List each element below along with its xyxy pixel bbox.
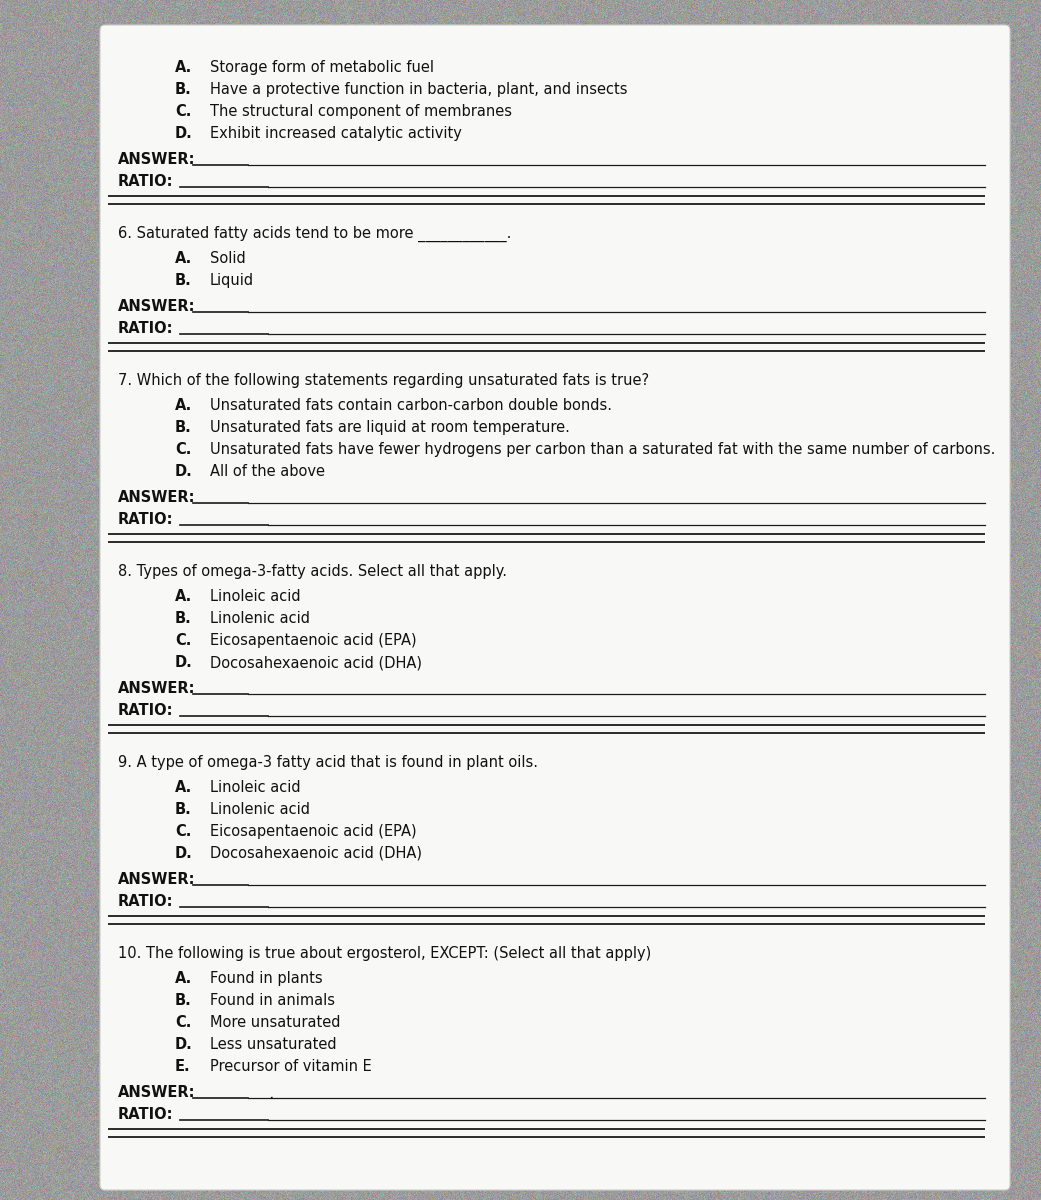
Text: Solid: Solid <box>210 251 246 266</box>
Text: Eicosapentaenoic acid (EPA): Eicosapentaenoic acid (EPA) <box>210 824 416 839</box>
Text: D.: D. <box>175 1037 193 1052</box>
Text: Storage form of metabolic fuel: Storage form of metabolic fuel <box>210 60 434 74</box>
Text: Docosahexaenoic acid (DHA): Docosahexaenoic acid (DHA) <box>210 846 422 862</box>
Text: 10. The following is true about ergosterol, EXCEPT: (Select all that apply): 10. The following is true about ergoster… <box>118 946 652 961</box>
Text: All of the above: All of the above <box>210 464 325 479</box>
Text: Unsaturated fats contain carbon-carbon double bonds.: Unsaturated fats contain carbon-carbon d… <box>210 398 612 413</box>
Text: B.: B. <box>175 272 192 288</box>
Text: B.: B. <box>175 994 192 1008</box>
Text: A.: A. <box>175 971 193 986</box>
Text: B.: B. <box>175 420 192 434</box>
Text: RATIO:: RATIO: <box>118 174 174 188</box>
Text: C.: C. <box>175 442 192 457</box>
Text: Found in plants: Found in plants <box>210 971 323 986</box>
Text: Have a protective function in bacteria, plant, and insects: Have a protective function in bacteria, … <box>210 82 628 97</box>
Text: A.: A. <box>175 251 193 266</box>
Text: More unsaturated: More unsaturated <box>210 1015 340 1030</box>
Text: B.: B. <box>175 802 192 817</box>
Text: A.: A. <box>175 398 193 413</box>
Text: RATIO:: RATIO: <box>118 1106 174 1122</box>
Text: ANSWER:: ANSWER: <box>118 490 196 505</box>
Text: ANSWER:: ANSWER: <box>118 872 196 887</box>
Text: ANSWER:: ANSWER: <box>118 299 196 314</box>
Text: E.: E. <box>175 1058 191 1074</box>
Text: Docosahexaenoic acid (DHA): Docosahexaenoic acid (DHA) <box>210 655 422 670</box>
Text: 8. Types of omega-3-fatty acids. Select all that apply.: 8. Types of omega-3-fatty acids. Select … <box>118 564 507 578</box>
Text: A.: A. <box>175 780 193 794</box>
Text: Linoleic acid: Linoleic acid <box>210 589 301 604</box>
Text: D.: D. <box>175 846 193 862</box>
Text: A.: A. <box>175 60 193 74</box>
Text: D.: D. <box>175 655 193 670</box>
Text: Unsaturated fats have fewer hydrogens per carbon than a saturated fat with the s: Unsaturated fats have fewer hydrogens pe… <box>210 442 995 457</box>
Text: Precursor of vitamin E: Precursor of vitamin E <box>210 1058 372 1074</box>
Text: ANSWER:: ANSWER: <box>118 152 196 167</box>
Text: D.: D. <box>175 464 193 479</box>
Text: Exhibit increased catalytic activity: Exhibit increased catalytic activity <box>210 126 462 140</box>
Text: Liquid: Liquid <box>210 272 254 288</box>
Text: Linolenic acid: Linolenic acid <box>210 802 310 817</box>
Text: 9. A type of omega-3 fatty acid that is found in plant oils.: 9. A type of omega-3 fatty acid that is … <box>118 755 538 770</box>
FancyBboxPatch shape <box>100 25 1010 1190</box>
Text: C.: C. <box>175 824 192 839</box>
Text: Found in animals: Found in animals <box>210 994 335 1008</box>
Text: 7. Which of the following statements regarding unsaturated fats is true?: 7. Which of the following statements reg… <box>118 373 650 388</box>
Text: C.: C. <box>175 634 192 648</box>
Text: .: . <box>268 1085 274 1103</box>
Text: B.: B. <box>175 611 192 626</box>
Text: ANSWER:: ANSWER: <box>118 1085 196 1100</box>
Text: The structural component of membranes: The structural component of membranes <box>210 104 512 119</box>
Text: A.: A. <box>175 589 193 604</box>
Text: Less unsaturated: Less unsaturated <box>210 1037 336 1052</box>
Text: B.: B. <box>175 82 192 97</box>
Text: C.: C. <box>175 1015 192 1030</box>
Text: RATIO:: RATIO: <box>118 320 174 336</box>
Text: C.: C. <box>175 104 192 119</box>
Text: Linolenic acid: Linolenic acid <box>210 611 310 626</box>
Text: Eicosapentaenoic acid (EPA): Eicosapentaenoic acid (EPA) <box>210 634 416 648</box>
Text: RATIO:: RATIO: <box>118 894 174 910</box>
Text: 6. Saturated fatty acids tend to be more ____________.: 6. Saturated fatty acids tend to be more… <box>118 226 511 242</box>
Text: Unsaturated fats are liquid at room temperature.: Unsaturated fats are liquid at room temp… <box>210 420 569 434</box>
Text: RATIO:: RATIO: <box>118 703 174 718</box>
Text: Linoleic acid: Linoleic acid <box>210 780 301 794</box>
Text: ANSWER:: ANSWER: <box>118 680 196 696</box>
Text: RATIO:: RATIO: <box>118 512 174 527</box>
Text: D.: D. <box>175 126 193 140</box>
